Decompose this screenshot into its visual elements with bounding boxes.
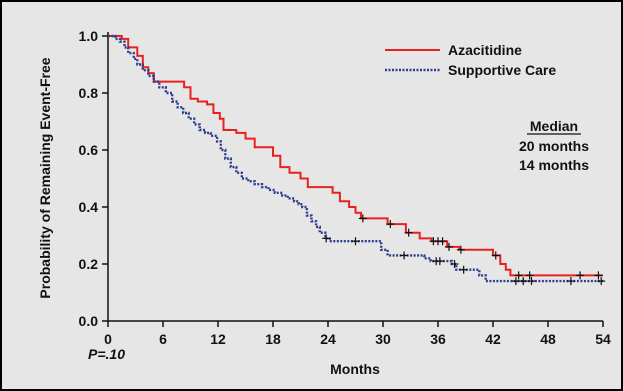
legend-label-supportive-care: Supportive Care — [448, 62, 556, 78]
censor-mark-azacitidine — [514, 271, 523, 280]
censor-mark-azacitidine — [456, 245, 465, 254]
x-tick-label: 54 — [595, 331, 611, 347]
median-supportive-care: 14 months — [519, 157, 589, 173]
y-tick-label: 0.0 — [79, 313, 99, 329]
x-tick-label: 24 — [320, 331, 336, 347]
censor-mark-azacitidine — [525, 271, 534, 280]
median-annotation: Median 20 months 14 months — [519, 118, 589, 173]
censor-mark-azacitidine — [386, 220, 395, 229]
censor-mark-supportive-care — [519, 277, 528, 286]
legend: Azacitidine Supportive Care — [385, 42, 556, 78]
x-tick-label: 42 — [485, 331, 501, 347]
y-tick-label: 0.2 — [79, 256, 99, 272]
censor-mark-azacitidine — [594, 271, 603, 280]
y-tick-label: 0.6 — [79, 142, 99, 158]
censor-mark-supportive-care — [322, 234, 331, 243]
censor-mark-azacitidine — [358, 214, 367, 223]
series-line-supportive-care — [108, 34, 603, 283]
median-azacitidine: 20 months — [519, 138, 589, 154]
censor-mark-supportive-care — [450, 260, 459, 268]
x-tick-label: 18 — [265, 331, 281, 347]
median-header: Median — [530, 118, 578, 134]
censor-mark-supportive-care — [566, 277, 575, 286]
x-ticks: 0 6 12 18 24 30 36 42 48 54 — [104, 321, 611, 347]
p-value: P=.10 — [88, 346, 125, 362]
legend-label-azacitidine: Azacitidine — [448, 42, 522, 58]
censor-mark-azacitidine — [576, 271, 585, 280]
censor-mark-supportive-care — [597, 277, 606, 286]
censor-mark-supportive-care — [400, 251, 409, 260]
x-axis-title: Months — [330, 361, 380, 377]
censor-mark-supportive-care — [527, 277, 536, 286]
p-value-text: P=.10 — [88, 346, 125, 362]
censor-mark-supportive-care — [351, 237, 360, 246]
censor-mark-azacitidine — [445, 242, 453, 251]
censor-mark-azacitidine — [491, 251, 500, 260]
censor-mark-azacitidine — [404, 228, 413, 237]
y-tick-label: 1.0 — [79, 28, 99, 44]
x-tick-label: 6 — [159, 331, 167, 347]
series-layer — [108, 34, 606, 286]
x-tick-label: 48 — [540, 331, 556, 347]
y-tick-label: 0.8 — [79, 85, 99, 101]
censor-mark-supportive-care — [435, 257, 444, 266]
y-ticks: 0.0 0.2 0.4 0.6 0.8 1.0 — [79, 28, 108, 329]
censor-mark-supportive-care — [459, 265, 468, 274]
x-tick-label: 0 — [104, 331, 112, 347]
y-axis-title: Probability of Remaining Event-Free — [37, 57, 53, 298]
x-tick-label: 30 — [375, 331, 391, 347]
censor-mark-azacitidine — [438, 237, 447, 246]
x-tick-label: 36 — [430, 331, 446, 347]
censor-mark-supportive-care — [511, 277, 520, 286]
x-tick-label: 12 — [210, 331, 226, 347]
y-tick-label: 0.4 — [79, 199, 99, 215]
